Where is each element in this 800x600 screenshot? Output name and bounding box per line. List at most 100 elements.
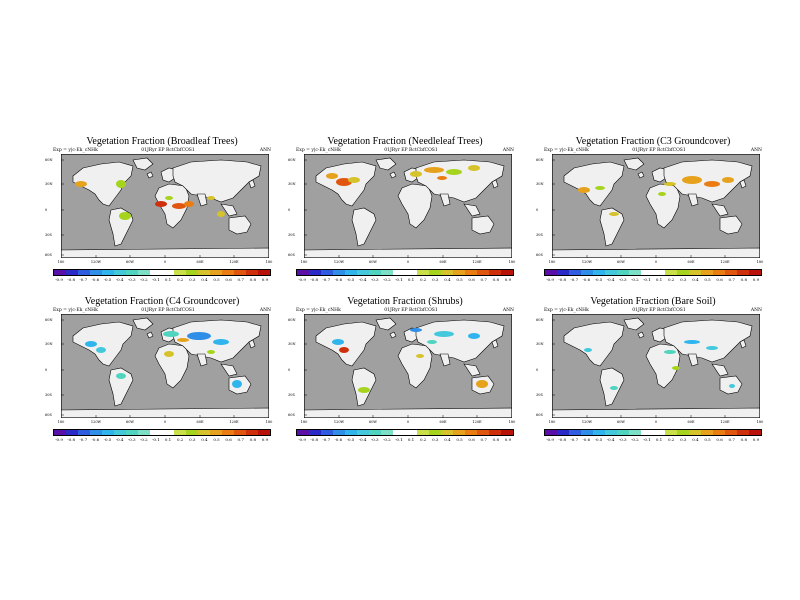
landmass (61, 247, 269, 258)
colorbar-cell (701, 270, 713, 275)
colorbar-cell (369, 430, 381, 435)
colorbar-label: -0.4 (115, 277, 124, 282)
colorbar-label: 0.1 (164, 277, 172, 282)
anomaly-patch (163, 331, 179, 337)
lat-label: 60S (536, 253, 543, 257)
landmass (61, 407, 269, 418)
colorbar-cell (66, 430, 78, 435)
colorbar-label: 0.4 (201, 277, 208, 282)
season-label: ANN (502, 308, 514, 313)
anomaly-patch (476, 380, 488, 388)
colorbar-label: 0.6 (225, 277, 232, 282)
colorbar-label: -0.9 (546, 277, 554, 282)
longitude-axis: 180 120W 60W 0 60E 120E 180 (549, 420, 764, 426)
colorbar-cell (333, 430, 345, 435)
landmass (687, 353, 699, 367)
colorbar-cell (653, 270, 665, 275)
colorbar-label: -0.3 (370, 437, 379, 442)
colorbar-cell (701, 430, 713, 435)
anomaly-patch (658, 192, 666, 196)
landmass (248, 339, 256, 349)
lon-label: 60W (368, 420, 378, 424)
colorbar-cell (210, 270, 222, 275)
colorbar-label: -0.7 (322, 277, 331, 282)
anomaly-patch (213, 339, 229, 345)
anomaly-patch (85, 341, 97, 347)
anomaly-patch (75, 181, 87, 187)
landmass (637, 331, 645, 339)
anomaly-patch (416, 354, 424, 358)
season-label: ANN (750, 148, 762, 153)
lat-label: 30S (536, 393, 543, 397)
lon-label: 120E (720, 420, 730, 424)
landmass (375, 157, 397, 171)
colorbar-label: 0.9 (504, 437, 512, 442)
anomaly-patch (217, 211, 225, 217)
latitude-axis: 60N 30N 0 30S 60S (536, 154, 544, 258)
colorbar-cell (405, 430, 417, 435)
colorbar-labels: -0.9 -0.8 -0.7 -0.6 -0.5 -0.4 -0.3 -0.2 -0.1 0.1 0… (296, 277, 514, 283)
lon-label: 120W (581, 420, 593, 424)
landmass (711, 203, 729, 217)
longitude-axis: 180 120W 60W 0 60E 120E 180 (58, 420, 273, 426)
lat-label: 30N (45, 182, 53, 186)
lat-label: 60N (288, 158, 296, 162)
anomaly-patch (664, 182, 676, 186)
lon-label: 0 (654, 420, 658, 424)
colorbar-cell (246, 430, 258, 435)
colorbar-label: 0.7 (728, 277, 735, 282)
colorbar-label: 0.3 (432, 437, 439, 442)
colorbar-label: 0.5 (704, 437, 711, 442)
colorbar-label: -0.8 (310, 437, 319, 442)
colorbar-label: -0.1 (643, 277, 651, 282)
colorbar-cell (453, 270, 465, 275)
lat-label: 60S (536, 413, 543, 417)
colorbar-cell (569, 270, 581, 275)
colorbar-label: 0.4 (201, 437, 208, 442)
lon-label: 60E (439, 260, 447, 264)
anomaly-patch (672, 366, 680, 370)
colorbar-label: -0.5 (594, 437, 603, 442)
landmass (315, 321, 377, 367)
anomaly-patch (729, 384, 735, 388)
colorbar-label: 0.9 (261, 437, 269, 442)
landmass (739, 179, 747, 189)
anomaly-patch (155, 201, 167, 207)
case-label: 01JRyr EP RctCbfCOS1 (141, 308, 195, 313)
lat-label: 60N (536, 158, 544, 162)
colorbar-cell (138, 270, 150, 275)
colorbar-cell (725, 430, 737, 435)
lat-label: 30S (288, 233, 295, 237)
lat-label: 60N (288, 318, 296, 322)
lon-label: 180 (57, 260, 65, 264)
lon-label: 60W (125, 420, 135, 424)
colorbar-cell (557, 430, 569, 435)
panel-title: Vegetation Fraction (C3 Groundcover) (575, 136, 731, 147)
colorbar-cell (357, 430, 369, 435)
season-label: ANN (259, 148, 271, 153)
colorbar-label: 0.5 (213, 437, 220, 442)
colorbar-label: 0.4 (692, 437, 699, 442)
landmass (389, 171, 397, 179)
anomaly-patch (595, 186, 605, 190)
anomaly-patch (164, 351, 174, 357)
lon-label: 180 (548, 260, 556, 264)
colorbar-label: -0.6 (582, 277, 591, 282)
colorbar-label: -0.5 (103, 437, 112, 442)
colorbar-label: -0.6 (334, 277, 343, 282)
anomaly-patch (358, 387, 370, 393)
anomaly-patch (578, 187, 590, 193)
world-map (304, 154, 512, 258)
lat-label: 30S (45, 393, 52, 397)
colorbar-cell (234, 430, 246, 435)
colorbar-label: -0.1 (643, 437, 651, 442)
lat-label: 60N (45, 158, 53, 162)
anomaly-patch (682, 176, 702, 184)
colorbar-cell (102, 430, 114, 435)
colorbar-label: 0.8 (740, 437, 748, 442)
colorbar-label: 0.1 (655, 437, 663, 442)
colorbar-label: 0.6 (716, 277, 723, 282)
colorbar-label: -0.6 (91, 277, 100, 282)
colorbar-cell (737, 430, 749, 435)
lon-label: 60W (616, 420, 626, 424)
